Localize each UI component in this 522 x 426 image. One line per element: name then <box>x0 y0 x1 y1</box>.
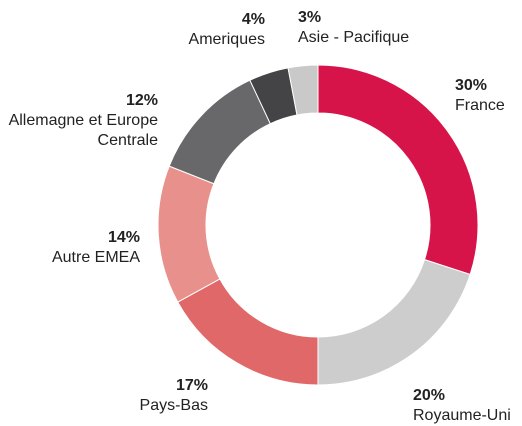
slice-label: 17% Pays-Bas <box>140 376 208 416</box>
category-label: France <box>455 97 505 114</box>
donut-slice <box>317 64 479 276</box>
value-label: 17% <box>175 377 208 394</box>
value-label: 12% <box>125 92 158 109</box>
slice-label: 20% Royaume-Uni <box>413 386 511 426</box>
category-label: Royaume-Uni <box>413 407 511 424</box>
slice-label: 12% Allemagne et Europe Centrale <box>8 91 158 151</box>
slice-label: 30% France <box>455 76 505 116</box>
value-label: 14% <box>107 229 140 246</box>
value-label: 20% <box>413 387 446 404</box>
donut-slice <box>168 79 271 185</box>
donut-slice <box>157 165 221 303</box>
slice-label: 3% Asie - Pacifique <box>298 8 409 48</box>
category-label: Autre EMEA <box>51 249 140 266</box>
category-label: Allemagne et Europe Centrale <box>8 112 158 149</box>
category-label: Asie - Pacifique <box>298 29 410 46</box>
donut-slice <box>287 64 319 116</box>
donut-slice <box>177 278 319 386</box>
category-label: Pays-Bas <box>139 397 208 414</box>
value-label: 4% <box>241 11 265 28</box>
value-label: 3% <box>298 9 322 26</box>
slice-label: 4% Ameriques <box>189 10 265 50</box>
donut-slice <box>317 258 471 386</box>
slice-label: 14% Autre EMEA <box>52 228 140 268</box>
value-label: 30% <box>455 77 488 94</box>
category-label: Ameriques <box>188 31 265 48</box>
